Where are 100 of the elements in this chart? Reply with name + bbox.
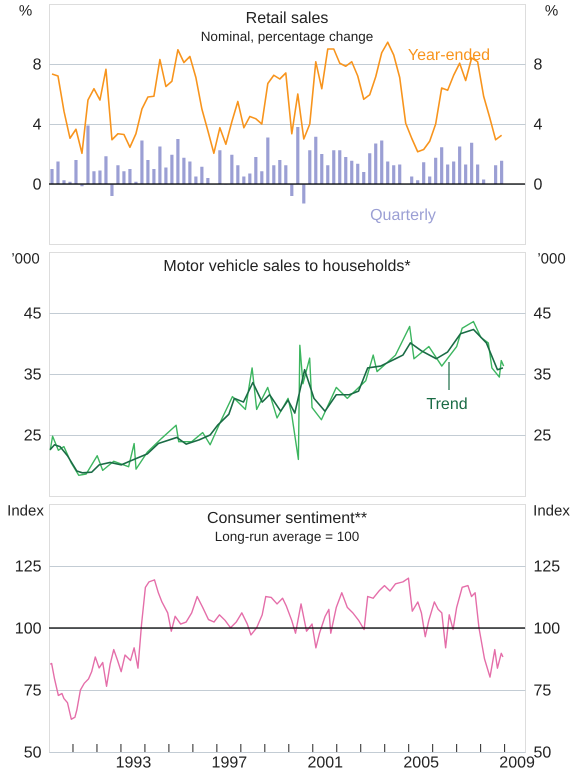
y-tick-label: 50 xyxy=(24,744,42,762)
y-tick-label: 35 xyxy=(24,366,42,384)
bar xyxy=(338,150,342,184)
y-axis-title: Index xyxy=(7,502,44,520)
bar xyxy=(452,162,456,184)
bar xyxy=(326,165,330,184)
y2-tick-label: 35 xyxy=(534,366,552,384)
y-axis-title: ’000 xyxy=(11,250,40,268)
bar xyxy=(398,164,402,184)
bar xyxy=(284,165,288,184)
y-tick-label: 75 xyxy=(24,682,42,700)
bar xyxy=(332,150,336,184)
x-tick-label: 1997 xyxy=(212,754,248,772)
bar xyxy=(128,169,132,184)
bar xyxy=(50,169,54,184)
bar xyxy=(440,147,444,184)
line-series xyxy=(50,577,504,720)
bar xyxy=(434,158,438,184)
bar xyxy=(146,160,150,184)
text: Long-run average = 100 xyxy=(214,529,360,544)
x-tick-label: 1993 xyxy=(116,754,152,772)
bar xyxy=(458,146,462,184)
bar xyxy=(446,164,450,184)
bar xyxy=(248,174,252,184)
bar xyxy=(116,165,120,184)
y2-tick-label: 25 xyxy=(534,428,552,444)
series-label: Quarterly xyxy=(370,207,436,224)
bar xyxy=(374,144,378,184)
bar xyxy=(362,172,366,184)
y2-tick-label: 50 xyxy=(534,744,552,762)
bar xyxy=(296,127,300,184)
bar xyxy=(344,157,348,184)
bar xyxy=(254,157,258,184)
y2-tick-label: 45 xyxy=(534,306,552,322)
bar xyxy=(74,160,78,184)
bar xyxy=(140,140,144,184)
bar xyxy=(56,162,60,184)
y-axis-title: % xyxy=(18,2,32,20)
y2-tick-label: 100 xyxy=(534,620,560,638)
y-tick-label: 25 xyxy=(24,428,42,444)
bar xyxy=(170,154,174,184)
y2-tick-label: 0 xyxy=(534,176,542,194)
bar xyxy=(278,160,282,184)
y-tick-label: 0 xyxy=(32,176,42,194)
y-tick-label: 125 xyxy=(14,558,42,576)
bar xyxy=(368,153,372,184)
bar xyxy=(260,171,264,184)
series-label: Year-ended xyxy=(408,47,490,64)
bar xyxy=(290,184,294,196)
bar xyxy=(356,164,360,184)
bar xyxy=(200,166,204,184)
y2-tick-label: 8 xyxy=(534,56,542,74)
y-tick-label: 100 xyxy=(14,620,42,638)
bar xyxy=(188,162,192,184)
y2-axis-title: ’000 xyxy=(537,250,566,268)
chart-title: Motor vehicle sales to households* xyxy=(163,258,411,275)
y2-tick-label: 75 xyxy=(534,682,552,700)
bar xyxy=(236,165,240,184)
bar xyxy=(86,126,90,184)
legend-label: Trend xyxy=(426,396,468,413)
bar xyxy=(218,150,222,184)
bar xyxy=(464,164,468,184)
text: Nominal, percentage change xyxy=(200,29,374,44)
y2-tick-label: 125 xyxy=(534,558,560,576)
y-tick-label: 45 xyxy=(24,306,42,322)
y-tick-label: 4 xyxy=(32,116,42,134)
bar xyxy=(422,162,426,184)
bar xyxy=(428,176,432,184)
bar xyxy=(164,168,168,184)
y2-axis-title: Index xyxy=(533,502,570,520)
x-tick-label: 2001 xyxy=(307,754,344,772)
bar xyxy=(470,142,474,184)
bar xyxy=(386,162,390,184)
x-tick-label: 2009 xyxy=(499,754,536,772)
bar xyxy=(410,176,414,184)
bar xyxy=(350,160,354,184)
chart-title: Consumer sentiment** xyxy=(206,510,368,527)
bar xyxy=(98,170,102,184)
bar xyxy=(152,169,156,184)
bar xyxy=(392,165,396,184)
x-tick-label: 2005 xyxy=(403,754,440,772)
bar xyxy=(380,140,384,184)
chart-title: Retail sales xyxy=(246,10,328,27)
bar xyxy=(500,160,504,184)
bar xyxy=(308,150,312,184)
y2-axis-title: % xyxy=(544,2,558,20)
bar xyxy=(182,158,186,184)
bar xyxy=(494,165,498,184)
bar xyxy=(266,138,270,184)
bar xyxy=(314,136,318,184)
bar xyxy=(302,184,306,204)
bar xyxy=(176,139,180,184)
y-tick-label: 8 xyxy=(32,56,42,74)
bar xyxy=(158,146,162,184)
bar xyxy=(320,154,324,184)
bar xyxy=(110,184,114,196)
bar xyxy=(272,165,276,184)
bar xyxy=(230,154,234,184)
y2-tick-label: 4 xyxy=(534,116,542,134)
bar xyxy=(476,164,480,184)
